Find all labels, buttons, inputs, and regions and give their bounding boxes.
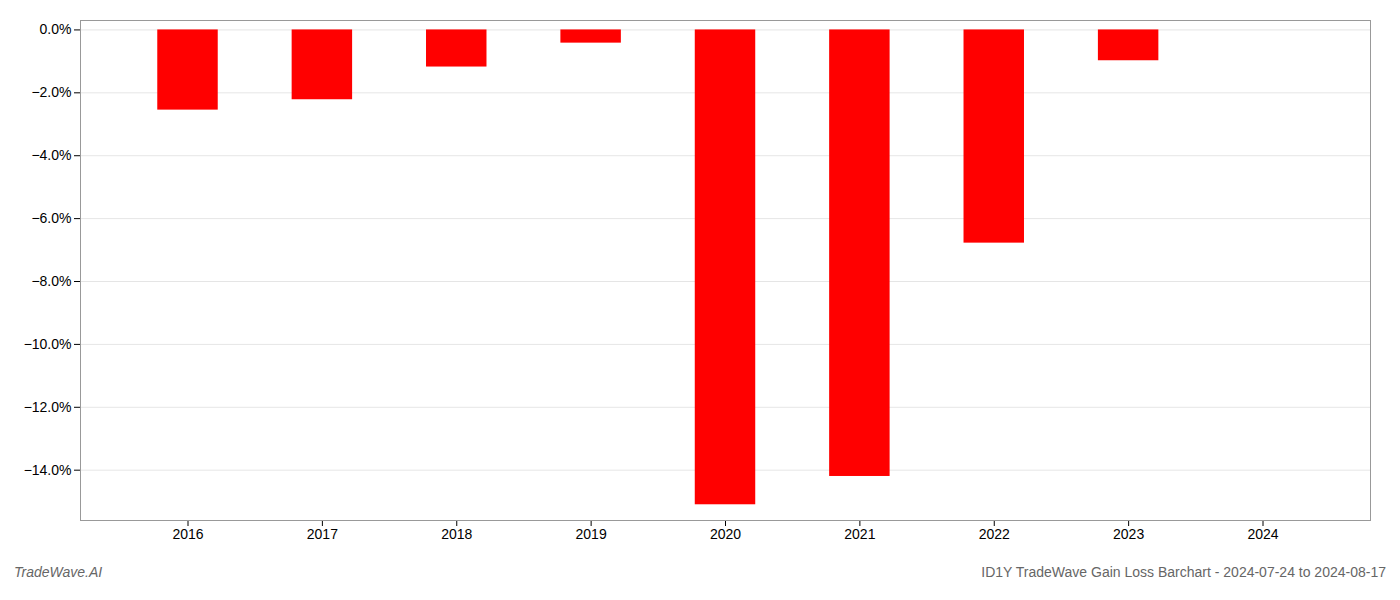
svg-text:2016: 2016	[172, 526, 203, 542]
html-text:ID1Y TradeWave Gain Loss Barch: ID1Y TradeWave Gain Loss Barchart - 2024…	[981, 564, 1386, 580]
svg-text:2023: 2023	[1113, 526, 1144, 542]
svg-text:2018: 2018	[441, 526, 472, 542]
svg-text:2020: 2020	[710, 526, 741, 542]
svg-text:−8.0%: −8.0%	[31, 273, 71, 289]
svg-text:2021: 2021	[844, 526, 875, 542]
svg-text:2017: 2017	[307, 526, 338, 542]
svg-text:−10.0%: −10.0%	[24, 336, 72, 352]
svg-text:−2.0%: −2.0%	[31, 84, 71, 100]
svg-text:2024: 2024	[1247, 526, 1278, 542]
html-text:TradeWave.AI: TradeWave.AI	[14, 564, 103, 580]
svg-text:−12.0%: −12.0%	[24, 399, 72, 415]
svg-text:−14.0%: −14.0%	[24, 462, 72, 478]
svg-text:2022: 2022	[979, 526, 1010, 542]
svg-text:−4.0%: −4.0%	[31, 147, 71, 163]
svg-text:2019: 2019	[576, 526, 607, 542]
svg-text:0.0%: 0.0%	[40, 21, 72, 37]
svg-text:−6.0%: −6.0%	[31, 210, 71, 226]
